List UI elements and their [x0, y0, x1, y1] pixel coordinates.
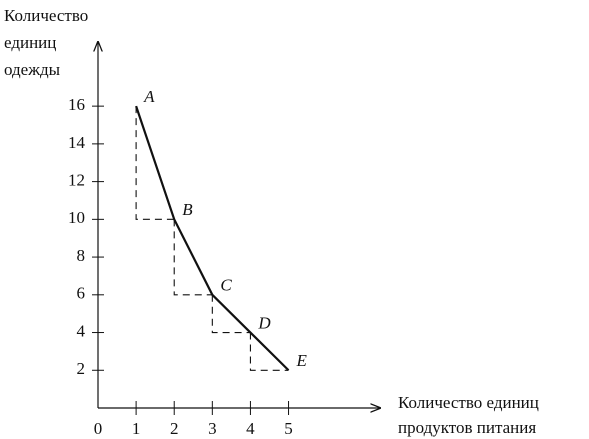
- y-tick-label: 10: [68, 208, 85, 227]
- y-axis-label: Количество: [4, 6, 88, 25]
- y-axis-label: единиц: [4, 33, 56, 52]
- step-guide: [173, 219, 213, 296]
- step-guide: [211, 294, 251, 334]
- point-label: C: [220, 276, 232, 295]
- step-guide: [249, 332, 289, 371]
- y-tick-label: 4: [77, 321, 86, 340]
- x-tick-label: 4: [246, 419, 255, 438]
- x-tick-label: 0: [94, 419, 103, 438]
- x-tick-label: 2: [170, 419, 179, 438]
- line: [135, 105, 290, 372]
- x-tick-label: 1: [132, 419, 141, 438]
- step-guide: [135, 106, 175, 220]
- point-label: B: [182, 200, 193, 219]
- point-label: E: [296, 351, 308, 370]
- x-axis-label: Количество единиц: [398, 393, 539, 412]
- y-tick-label: 12: [68, 171, 85, 190]
- point-label: A: [143, 87, 155, 106]
- x-axis-label: продуктов питания: [398, 418, 536, 437]
- x-tick-label: 3: [208, 419, 217, 438]
- y-tick-label: 14: [68, 133, 86, 152]
- y-tick-label: 2: [77, 359, 86, 378]
- point-label: D: [257, 313, 271, 332]
- y-tick-label: 16: [68, 95, 85, 114]
- y-tick-label: 8: [77, 246, 86, 265]
- y-axis-label: одежды: [4, 60, 61, 79]
- y-tick-label: 6: [77, 284, 86, 303]
- x-tick-label: 5: [284, 419, 293, 438]
